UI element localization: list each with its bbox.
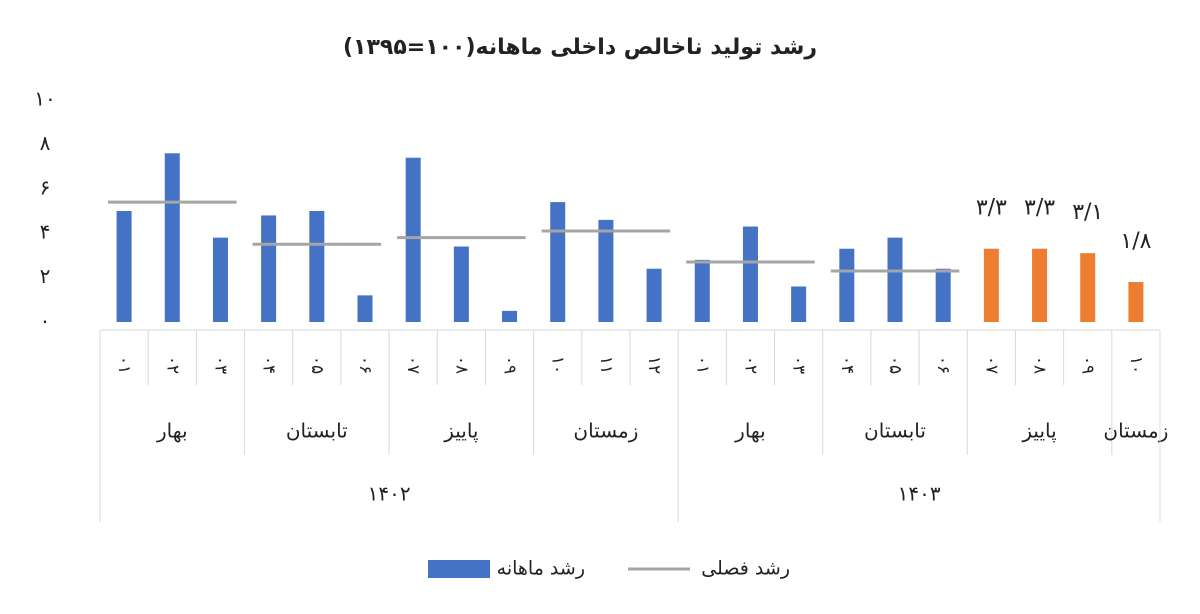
x-tick-label: ۰۲ xyxy=(740,356,760,374)
bar xyxy=(550,202,566,322)
season-label: بهار xyxy=(734,419,766,443)
bar xyxy=(1080,253,1096,322)
value-label: ۳/۱ xyxy=(1072,200,1103,225)
bar xyxy=(502,310,518,322)
x-tick-label: ۰۸ xyxy=(1030,356,1050,374)
x-tick-label: ۰۷ xyxy=(403,356,423,374)
bar xyxy=(887,237,903,322)
bar xyxy=(791,286,807,322)
x-tick-label: ۰۱ xyxy=(692,356,712,374)
bar xyxy=(405,157,421,322)
season-label: بهار xyxy=(156,419,188,443)
value-label: ۳/۳ xyxy=(976,196,1007,221)
x-tick-label: ۰۴ xyxy=(837,356,857,374)
x-tick-label: ۰۳ xyxy=(789,356,809,374)
bar xyxy=(742,226,758,322)
x-tick-label: ۰۹ xyxy=(500,356,520,374)
bar xyxy=(164,153,180,322)
x-tick-label: ۰۸ xyxy=(451,356,471,374)
legend-label: رشد فصلی xyxy=(701,558,790,580)
bar xyxy=(453,246,469,322)
season-label: پاییز xyxy=(443,419,478,444)
y-tick-label: ۱۰ xyxy=(34,87,55,111)
bar xyxy=(598,219,614,322)
season-label: پاییز xyxy=(1021,419,1056,444)
year-label: ۱۴۰۳ xyxy=(898,482,941,506)
y-tick-label: ۴ xyxy=(40,220,51,244)
bar xyxy=(261,215,277,322)
bar xyxy=(646,268,662,322)
year-label: ۱۴۰۲ xyxy=(368,482,411,506)
x-tick-label: ۰۵ xyxy=(885,356,905,374)
bar xyxy=(983,248,999,322)
chart-title: رشد تولید ناخالص داخلی ماهانه(۱۰۰=۱۳۹۵) xyxy=(343,35,817,60)
bar xyxy=(309,211,325,322)
bar xyxy=(1128,282,1144,322)
legend-swatch xyxy=(428,560,490,578)
y-tick-label: ۶ xyxy=(40,175,51,199)
bar xyxy=(935,268,951,322)
x-tick-label: ۰۴ xyxy=(259,356,279,374)
season-label: تابستان xyxy=(286,419,348,443)
y-tick-label: ۰ xyxy=(40,309,51,333)
y-tick-label: ۸ xyxy=(40,131,51,155)
bar xyxy=(212,237,228,322)
value-label: ۱/۸ xyxy=(1120,229,1151,254)
x-tick-label: ۰۱ xyxy=(114,356,134,374)
x-tick-label: ۰۶ xyxy=(355,356,375,374)
x-tick-label: ۰۷ xyxy=(981,356,1001,374)
season-label: تابستان xyxy=(864,419,926,443)
bar xyxy=(357,295,373,322)
season-label: زمستان xyxy=(573,419,638,443)
x-tick-label: ۰۲ xyxy=(162,356,182,374)
value-label: ۳/۳ xyxy=(1024,196,1055,221)
bar xyxy=(116,211,132,322)
season-label: زمستان xyxy=(1103,419,1168,443)
x-tick-label: ۰۳ xyxy=(210,356,230,374)
legend-label: رشد ماهانه xyxy=(497,558,585,580)
x-tick-label: ۰۶ xyxy=(933,356,953,374)
bar xyxy=(694,259,710,322)
x-tick-label: ۰۵ xyxy=(307,356,327,374)
x-tick-label: ۱۲ xyxy=(644,356,664,374)
x-tick-label: ۱۰ xyxy=(1126,356,1146,374)
x-tick-label: ۱۱ xyxy=(596,356,616,374)
x-tick-label: ۰۹ xyxy=(1078,356,1098,374)
bar xyxy=(1032,248,1048,322)
y-tick-label: ۲ xyxy=(40,264,51,288)
bar xyxy=(839,248,855,322)
x-tick-label: ۱۰ xyxy=(548,356,568,374)
